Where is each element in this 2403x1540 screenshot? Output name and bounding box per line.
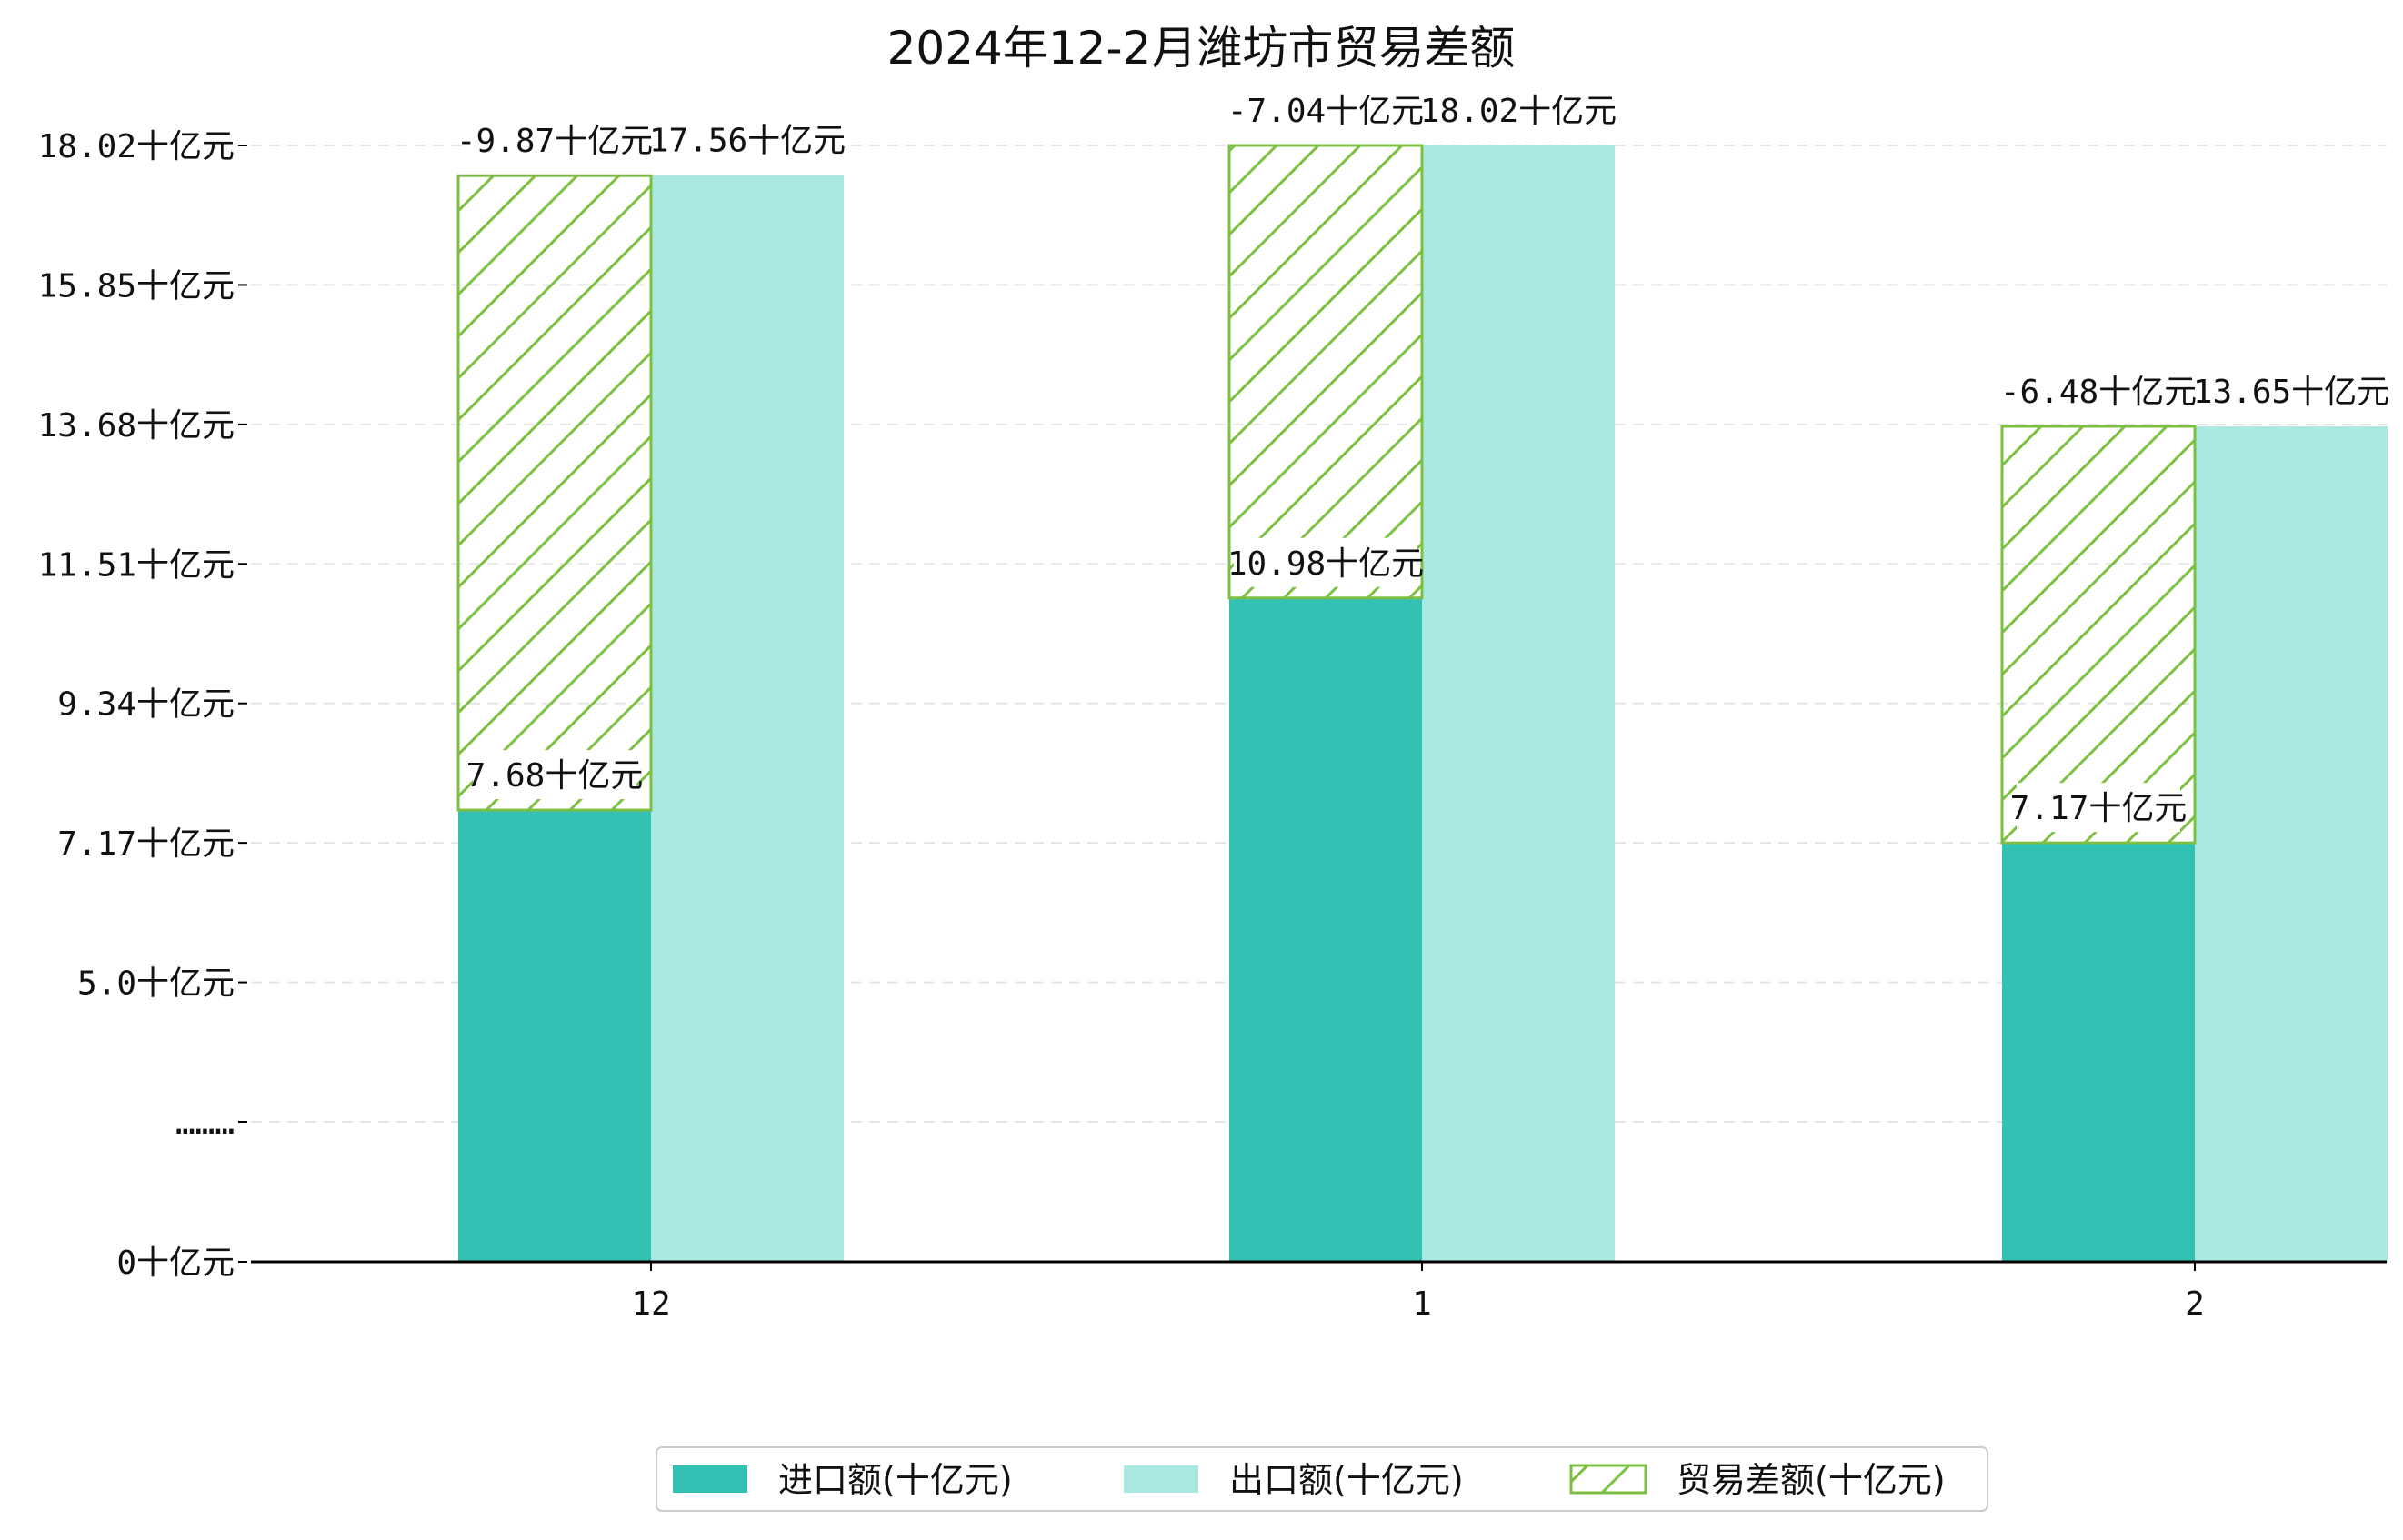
y-tick-label: 11.51十亿元 [38,546,235,584]
import-value-label-box [473,750,636,800]
export-value-label-box [2199,365,2383,415]
data-labels: 17.56十亿元-9.87十亿元 7.68十亿元 18.02十亿元-7.04十亿元 1… [456,85,2389,833]
import-value-label: 10.98十亿元 [1227,545,1424,583]
export-value-label-box [1427,85,1610,135]
balance-value-label-box [1234,85,1417,135]
legend-swatch [1124,1465,1198,1493]
y-tick-label: 5.0十亿元 [77,965,235,1003]
balance-bar [456,174,653,812]
balance-value-label: -6.48十亿元 [2000,374,2197,411]
legend-box [656,1446,1988,1512]
export-bar [651,175,844,1262]
x-tick-label: 2 [2185,1285,2205,1323]
import-value-label-box [1234,537,1417,587]
export-value-label: 18.02十亿元 [1420,93,1617,130]
export-value-label: 17.56十亿元 [649,123,846,160]
export-bar [1422,145,1615,1262]
export-value-label: 13.65十亿元 [2193,374,2389,411]
balance-value-label: -9.87十亿元 [456,123,653,160]
y-tick-label: ……… [175,1105,235,1142]
balance-bar [2000,425,2197,845]
y-tick-label: 0十亿元 [116,1245,235,1282]
balance-value-label: -7.04十亿元 [1227,93,1424,130]
chart-title: 2024年12-2月潍坊市贸易差额 [887,22,1516,75]
legend-label: 进口额(十亿元) [778,1460,1013,1500]
y-tick-label: 9.34十亿元 [57,686,235,724]
balance-bar [1227,144,1424,600]
x-tick-label: 1 [1412,1285,1432,1323]
import-bar [458,810,651,1262]
y-tick-label: 7.17十亿元 [57,825,235,863]
y-tick-label: 15.85十亿元 [38,267,235,305]
legend-label: 出口额(十亿元) [1229,1460,1464,1500]
export-bar [2195,425,2388,1262]
legend: 进口额(十亿元) 出口额(十亿元) 贸易差额(十亿元) [656,1446,1988,1512]
import-bar [1229,597,1422,1262]
y-tick-label: 18.02十亿元 [38,128,235,165]
import-value-label: 7.68十亿元 [466,757,644,795]
balance-value-label-box [463,115,646,165]
import-value-label: 7.17十亿元 [2010,790,2188,827]
legend-label: 贸易差额(十亿元) [1677,1460,1946,1500]
export-value-label-box [656,115,839,165]
import-bar [2002,843,2195,1262]
axes: 0十亿元 ……… 5.0十亿元 7.17十亿元 9.34十亿元 11.51十亿元 13.68… [38,128,2387,1323]
legend-swatch [1569,1464,1647,1495]
y-tick-label: 13.68十亿元 [38,407,235,445]
x-tick-label: 12 [631,1285,670,1323]
balance-value-label-box [2007,365,2190,415]
bars [456,144,2388,1262]
legend-swatch [673,1465,747,1493]
import-value-label-box [2017,783,2180,833]
